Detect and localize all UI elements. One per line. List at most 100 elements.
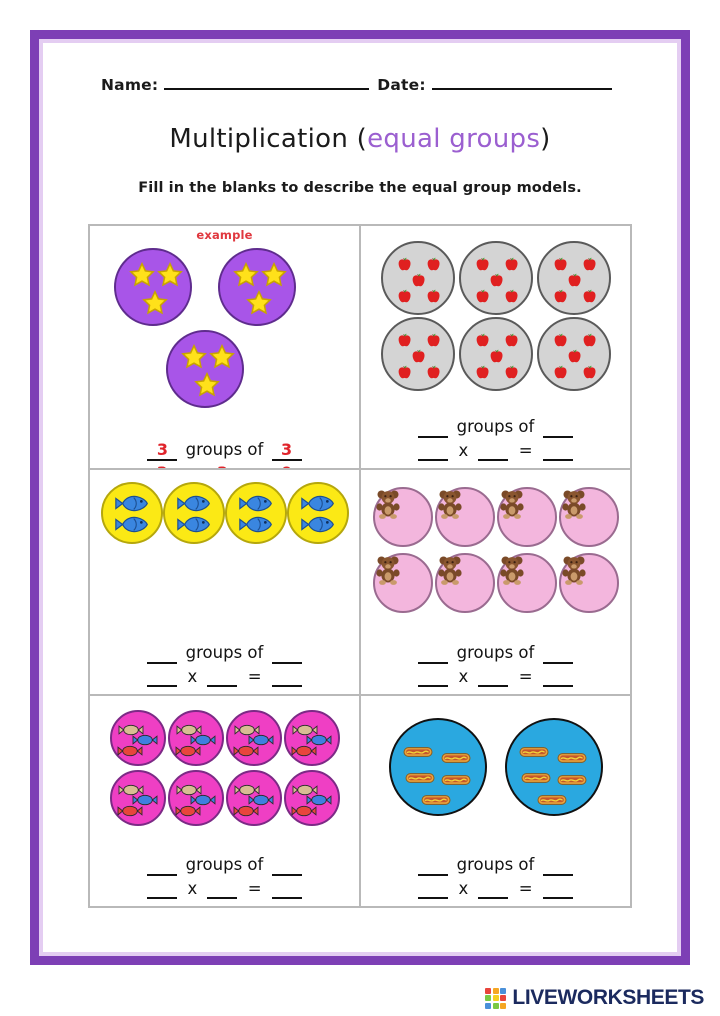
blank-groups-count[interactable]: 3 <box>147 441 178 461</box>
fish-icon <box>238 494 273 517</box>
blank-factor-b[interactable] <box>207 669 238 688</box>
teddy-bear-icon <box>437 489 463 523</box>
apple-icon <box>582 333 597 353</box>
equation-line: 3 x 3 = 9 <box>90 461 359 468</box>
equation-line: x = <box>90 877 359 900</box>
group-circle <box>225 710 282 766</box>
blank-factor-b[interactable] <box>207 881 238 900</box>
groups-of-text: groups of <box>180 855 269 875</box>
apple-icon <box>475 365 490 385</box>
apple-icon <box>426 289 441 309</box>
blank-factor-b[interactable]: 3 <box>207 465 237 468</box>
problem-cell-hot-dogs: groups of x = <box>360 695 631 907</box>
times-symbol: x <box>453 440 474 460</box>
logo-square-3 <box>500 987 507 994</box>
blank-product[interactable] <box>271 881 302 900</box>
blank-per-group-count[interactable] <box>542 645 573 664</box>
apple-icon <box>475 257 490 277</box>
candy-icon <box>176 721 202 740</box>
apple-icon <box>489 349 504 369</box>
candy-icon <box>118 721 144 740</box>
equals-symbol: = <box>513 878 538 898</box>
apple-icon <box>426 257 441 277</box>
blank-per-group-count[interactable] <box>271 645 302 664</box>
group-circle <box>504 718 603 816</box>
hot-dog-icon <box>557 750 587 769</box>
blank-per-group-count[interactable] <box>542 419 573 438</box>
blank-factor-a[interactable] <box>147 881 178 900</box>
group-circle <box>536 317 611 391</box>
apple-icon <box>504 257 519 277</box>
date-label: Date: <box>377 76 426 94</box>
candy-icon <box>233 802 259 821</box>
apple-icon <box>397 333 412 353</box>
apple-icon <box>397 289 412 309</box>
groups-of-line: groups of <box>361 853 630 876</box>
group-circle <box>109 770 166 826</box>
groups-of-line: groups of <box>361 415 630 438</box>
name-input-rule[interactable] <box>164 75 370 90</box>
candy-icon <box>233 742 259 761</box>
star-icon <box>260 261 287 292</box>
blank-factor-a[interactable] <box>418 669 449 688</box>
blank-groups-count[interactable] <box>418 419 449 438</box>
apple-icon <box>567 273 582 293</box>
candy-icon <box>118 781 144 800</box>
candy-icon <box>234 781 260 800</box>
equals-symbol: = <box>242 666 267 686</box>
blank-product[interactable] <box>542 881 573 900</box>
groups-of-line: groups of <box>361 641 630 664</box>
candy-icon <box>291 802 317 821</box>
groups-of-text: groups of <box>451 643 540 663</box>
groups-of-text: groups of <box>180 643 269 663</box>
date-input-rule[interactable] <box>431 75 612 90</box>
blank-per-group-count[interactable]: 3 <box>271 441 302 461</box>
fish-icon <box>114 515 149 538</box>
instructions: Fill in the blanks to describe the equal… <box>138 180 582 196</box>
apple-icon <box>504 365 519 385</box>
blank-per-group-count[interactable] <box>542 857 573 876</box>
blank-per-group-count[interactable] <box>271 857 302 876</box>
blank-groups-count[interactable] <box>147 857 178 876</box>
blank-factor-b[interactable] <box>478 881 509 900</box>
teddy-bear-icon <box>375 555 401 589</box>
teddy-bear-icon <box>499 489 525 523</box>
star-icon <box>245 289 272 320</box>
apple-icon <box>397 365 412 385</box>
blank-product[interactable] <box>271 669 302 688</box>
worksheet-frame-inner: Name: Date: Multiplication (equal groups… <box>39 39 681 956</box>
blank-factor-a[interactable] <box>147 669 178 688</box>
blank-product[interactable] <box>542 443 573 462</box>
fish-icon <box>238 515 273 538</box>
group-circle <box>536 241 611 315</box>
group-circle <box>380 241 455 315</box>
blank-factor-b[interactable] <box>478 443 509 462</box>
blank-product[interactable] <box>542 669 573 688</box>
apple-icon <box>411 349 426 369</box>
candy-icon <box>132 731 158 750</box>
candy-icon <box>234 721 260 740</box>
equals-symbol: = <box>242 878 267 898</box>
apple-icon <box>475 333 490 353</box>
star-icon <box>193 371 220 402</box>
blank-groups-count[interactable] <box>147 645 178 664</box>
hot-dog-icon <box>519 744 549 763</box>
candy-icon <box>292 721 318 740</box>
hot-dog-icon <box>557 772 587 791</box>
blank-groups-count[interactable] <box>418 857 449 876</box>
blank-product[interactable]: 9 <box>272 465 302 468</box>
candy-icon <box>291 742 317 761</box>
blank-factor-a[interactable]: 3 <box>147 465 177 468</box>
group-circle <box>113 248 192 326</box>
equal-groups-model-apples <box>361 226 630 415</box>
group-circle <box>167 710 224 766</box>
blank-factor-a[interactable] <box>418 443 449 462</box>
blank-groups-count[interactable] <box>418 645 449 664</box>
apple-icon <box>553 289 568 309</box>
blank-factor-a[interactable] <box>418 881 449 900</box>
equal-groups-model-candy <box>90 696 359 853</box>
logo-square-2 <box>492 987 499 994</box>
candy-icon <box>248 791 274 810</box>
apple-icon <box>582 257 597 277</box>
blank-factor-b[interactable] <box>478 669 509 688</box>
